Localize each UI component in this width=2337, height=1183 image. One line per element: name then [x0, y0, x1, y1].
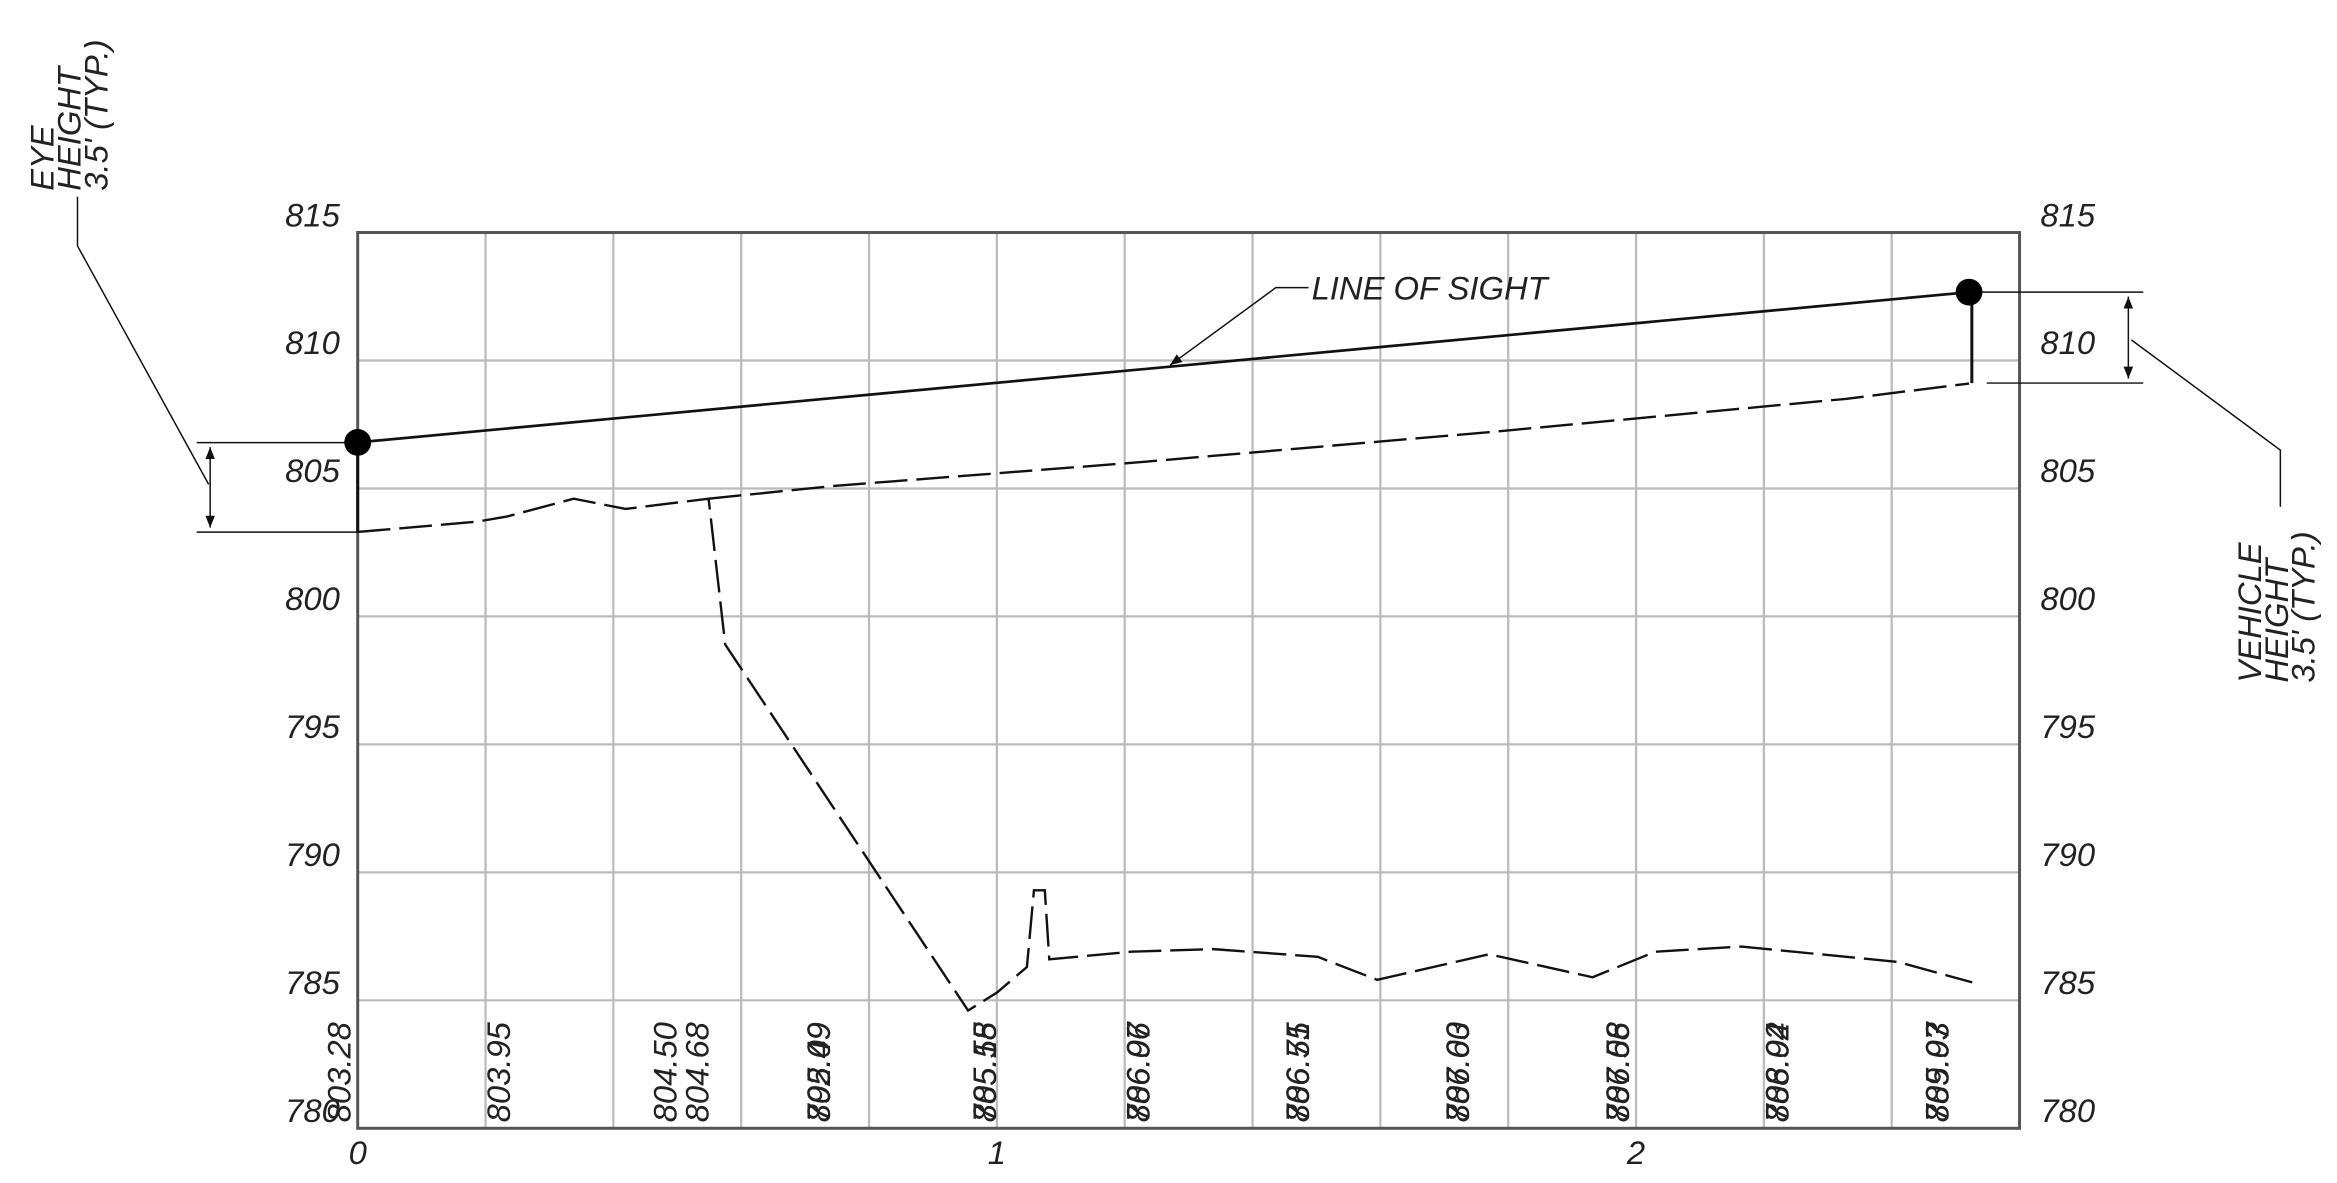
- sight-point: [344, 428, 372, 456]
- y2-tick-label: 805: [2040, 452, 2095, 489]
- elevation-label: 809.03: [1918, 1022, 1955, 1122]
- elevation-label: 807.58: [1599, 1021, 1636, 1122]
- series-line: [357, 290, 1970, 444]
- elevation-label: 807.03: [1439, 1022, 1476, 1122]
- y2-tick-label: 780: [2040, 1092, 2095, 1129]
- y2-tick-label: 790: [2040, 836, 2095, 873]
- elevation-label: 786.71: [1279, 1022, 1316, 1122]
- elevation-label: 803.28: [320, 1021, 357, 1122]
- y-tick-label: 785: [285, 964, 340, 1001]
- y2-tick-label: 815: [2040, 196, 2095, 233]
- x-tick-label: 1: [988, 1134, 1006, 1171]
- series-line: [357, 497, 1973, 1013]
- y-tick-label: 790: [285, 836, 340, 873]
- y-tick-label: 795: [285, 708, 340, 745]
- y-tick-label: 815: [285, 196, 340, 233]
- elevation-label: 786.60: [1439, 1022, 1476, 1122]
- elevation-label: 786.96: [1119, 1021, 1156, 1122]
- elevation-label: 804.50: [646, 1022, 683, 1122]
- elevation-label: 786.92: [1759, 1022, 1796, 1122]
- x-tick-label: 0: [349, 1134, 367, 1171]
- vehicle-label-line: VEHICLE: [2231, 541, 2268, 682]
- x-tick-label: 2: [1626, 1134, 1645, 1171]
- y2-tick-label: 785: [2040, 964, 2095, 1001]
- elevation-label: 805.09: [800, 1022, 837, 1122]
- elevation-label: 806.07: [1119, 1020, 1156, 1122]
- elevation-label: 803.95: [480, 1021, 517, 1122]
- y2-tick-label: 810: [2040, 324, 2095, 361]
- elevation-label: 806.55: [1279, 1021, 1316, 1122]
- elevation-label: 785.97: [1918, 1020, 1955, 1122]
- y-tick-label: 800: [285, 580, 340, 617]
- sight-point: [1955, 278, 1983, 306]
- vehicle-label: VEHICLE HEIGHT 3.5' (TYP.): [2231, 531, 2322, 682]
- grid: [357, 231, 2020, 1130]
- eye-dimension: [76, 196, 360, 533]
- sight-leader: [1169, 286, 1309, 366]
- y2-tick-label: 800: [2040, 580, 2095, 617]
- elevation-label: 785.15: [966, 1021, 1003, 1122]
- series-line: [708, 382, 1970, 500]
- elevation-label: 804.68: [678, 1021, 715, 1122]
- eye-label-line: HEIGHT: [50, 65, 87, 191]
- y-tick-label: 810: [285, 324, 340, 361]
- elevation-label: 786.06: [1599, 1021, 1636, 1122]
- eye-label-line: 3.5' (TYP.): [77, 39, 114, 190]
- y-tick-label: 805: [285, 452, 340, 489]
- sight-label: LINE OF SIGHT: [1312, 270, 1550, 307]
- y2-tick-label: 795: [2040, 708, 2095, 745]
- elevation-label: 805.58: [966, 1021, 1003, 1122]
- vehicle-dimension: [1970, 291, 2282, 507]
- plot-frame: [356, 231, 2022, 1130]
- eye-label-line: EYE: [24, 124, 61, 191]
- y-tick-label: 780: [285, 1092, 340, 1129]
- vehicle-label-line: HEIGHT: [2258, 557, 2295, 683]
- vehicle-label-line: 3.5' (TYP.): [2285, 531, 2322, 682]
- elevation-label: 808.04: [1759, 1022, 1796, 1122]
- eye-label: EYE HEIGHT 3.5' (TYP.): [24, 39, 115, 190]
- elevation-label: 792.49: [800, 1022, 837, 1122]
